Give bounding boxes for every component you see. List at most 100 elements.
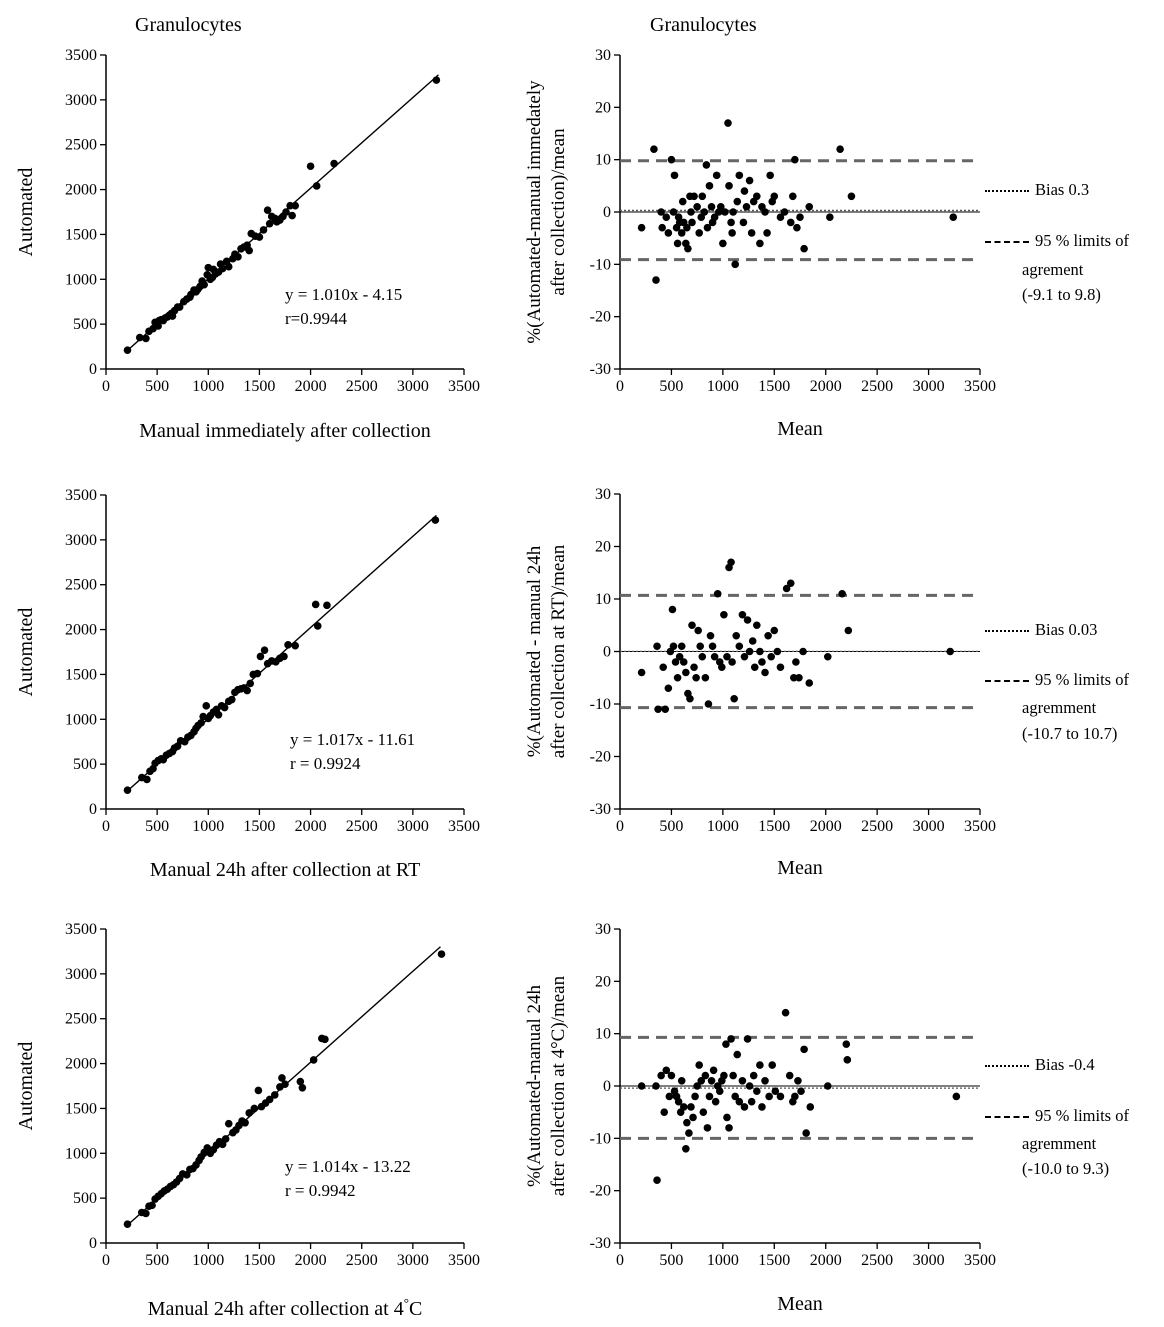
panel-6: 0 500 1000 1500 2000 2500 3000 3500 -30 -20 -10 0 10… [524,921,996,1315]
data-point [713,589,722,598]
data-point [735,642,744,651]
data-point [756,239,764,248]
data-point [771,1087,780,1096]
data-point [682,668,690,677]
y-tick-label: 10 [595,152,611,169]
data-point [695,1061,703,1069]
limits-legend-line3: (-10.7 to 10.7) [1022,724,1118,743]
data-point [123,786,132,794]
data-point [263,206,272,215]
data-point [740,187,749,195]
y-axis-label-line2: after collection at RT)/mean [548,544,569,758]
data-point [756,647,764,656]
y-tick-label: 0 [603,644,611,661]
data-point [723,652,731,661]
y-tick-label: 1500 [65,226,97,243]
bias-legend-swatch [985,190,1029,193]
x-tick-label: 2500 [861,818,893,835]
data-point [842,1040,851,1048]
bias-legend-2: Bias 0.03 [985,621,1097,639]
data-point [662,1066,671,1075]
data-point [218,264,227,273]
y-tick-label: -10 [590,696,611,713]
data-point [756,1061,764,1069]
data-point [652,276,660,284]
x-tick-label: 1000 [192,1252,224,1269]
data-point [650,145,658,153]
data-point [793,223,801,232]
data-point [254,1086,263,1095]
y-tick-label: 500 [73,1190,97,1207]
data-point [673,239,682,248]
y-tick-label: 20 [595,973,611,990]
y-tick-label: -20 [590,309,611,326]
data-point [709,1066,718,1075]
data-point [847,192,856,201]
data-point [664,684,673,693]
panel-1: 0 500 1000 1500 2000 2500 3000 3500 0 500 1000 1500… [15,47,480,442]
x-tick-label: 0 [102,818,110,835]
data-point [946,647,954,656]
data-point [175,303,184,311]
x-tick-label: 1500 [758,378,790,395]
y-tick-label: -10 [590,256,611,273]
x-tick-label: 1500 [243,1252,275,1269]
y-tick-label: 2000 [65,622,97,639]
data-point [740,652,749,661]
x-tick-label: 1500 [758,818,790,835]
left-column-title: Granulocytes [135,14,242,36]
data-point [696,642,705,651]
data-point [730,694,738,703]
data-point [288,211,296,220]
bias-legend-swatch [985,630,1029,633]
data-point [313,622,322,630]
data-point [664,229,673,237]
x-tick-label: 2000 [295,378,327,395]
y-tick-label: 2500 [65,577,97,594]
data-point [767,652,775,661]
data-point [707,1076,716,1085]
limits-legend-swatch [985,680,1029,683]
data-point [724,119,732,127]
data-point [711,1097,720,1106]
data-point [657,1071,665,1080]
data-point [703,1124,712,1132]
data-point [739,218,748,227]
data-point [723,1113,731,1122]
data-point [949,213,958,222]
data-point [669,208,678,216]
data-point [735,171,744,180]
data-point [742,202,751,211]
y-tick-label: 3500 [65,921,97,938]
data-point [228,695,236,704]
correlation-coefficient: r = 0.9942 [285,1181,356,1200]
y-tick-label: 20 [595,99,611,116]
data-point [697,1076,706,1085]
data-point [667,155,676,164]
data-point [728,658,736,666]
y-axis-label-line2: after collection at 4°C)/mean [548,975,569,1196]
data-point [701,673,710,682]
data-point [800,1045,808,1054]
x-tick-label: 500 [145,818,169,835]
data-point [770,192,779,201]
data-point [728,229,736,237]
data-point [306,162,315,171]
data-point [148,1201,156,1210]
x-tick-label: 2500 [346,378,378,395]
data-point [745,176,754,185]
limits-legend-1: 95 % limits of [985,232,1129,250]
data-point [753,192,761,201]
data-point [731,1092,739,1101]
x-tick-label: 2000 [810,818,842,835]
data-point [768,1061,777,1069]
data-point [241,1118,249,1127]
data-point [722,1040,730,1048]
data-point [243,686,251,695]
y-tick-label: 10 [595,591,611,608]
y-tick-label: 0 [89,361,97,378]
data-point [660,1108,669,1116]
data-point [284,641,292,649]
data-point [727,1035,735,1043]
data-point [679,1103,688,1111]
